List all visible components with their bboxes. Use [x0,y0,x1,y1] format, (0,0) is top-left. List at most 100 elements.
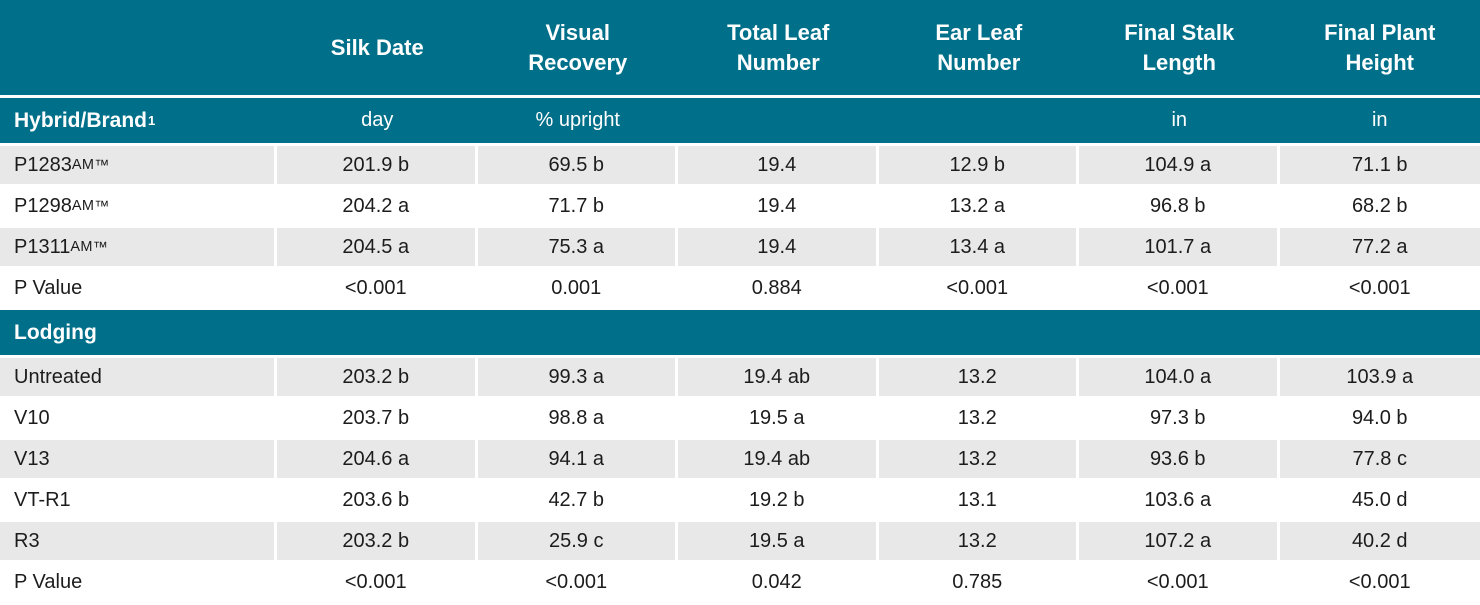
row-label: Untreated [0,358,277,396]
unit-label: in [1171,109,1188,131]
cell: 25.9 c [477,522,678,560]
cell: <0.001 [478,563,678,601]
row-label-text: Untreated [14,365,102,388]
row-label-smallcaps: AM [70,239,93,255]
cell: 19.4 [678,228,879,266]
cell: 107.2 a [1079,522,1280,560]
table-header-row: Silk Date Visual Recovery Total Leaf Num… [0,0,1480,95]
row-label: P Value [0,563,277,601]
cell: 45.0 d [1351,488,1408,511]
row-label-smallcaps: AM [71,198,95,214]
column-header-final-stalk-length: Final Stalk Length [1079,0,1280,95]
cell: 94.0 b [1351,406,1408,429]
cell: <0.001 [1079,269,1280,307]
column-header-label: Silk Date [330,34,424,60]
table-row: V13 204.6 a 94.1 a 19.4 ab 13.2 93.6 b 77.8 c [0,440,1480,481]
cell: 19.5 a [678,522,879,560]
cell: <0.001 [879,269,1079,307]
row-label-text: VT-R1 [14,488,71,511]
cell: 96.8 b [1079,187,1280,225]
unit-label: % upright [535,109,621,131]
cell: 0.001 [478,269,678,307]
row-label-text: P1298 [14,194,72,217]
row-label: P1298 AM ™ [0,187,277,225]
cell: 0.884 [678,269,879,307]
cell: 19.2 b [678,481,879,519]
cell: 13.2 [878,358,1079,396]
column-header-final-plant-height: Final Plant Height [1280,0,1480,95]
cell: 101.7 a [1079,228,1280,266]
trademark-symbol: ™ [94,197,110,215]
row-label-text: V10 [14,406,50,429]
cell: 19.4 ab [678,358,879,396]
cell: 71.7 b [478,187,678,225]
table-subheader-row: Hybrid/Brand 1 day % upright in in [0,98,1480,146]
column-header-total-leaf-number: Total Leaf Number [678,0,879,95]
column-header-ear-leaf-number: Ear Leaf Number [879,0,1080,95]
row-label-text: R3 [14,529,40,552]
column-header-visual-recovery: Visual Recovery [478,0,679,95]
cell: 19.4 ab [678,440,879,478]
cell: 0.785 [879,563,1079,601]
cell: 98.8 a [478,399,678,437]
row-label-text: P1311 [14,235,71,258]
column-header-silk-date: Silk Date [277,0,478,95]
cell: 203.7 b [277,399,478,437]
cell: 203.2 b [277,358,478,396]
cell: <0.001 [277,269,478,307]
cell: 99.3 a [477,358,678,396]
cell: 13.2 a [879,187,1079,225]
cell: 69.5 b [477,146,678,184]
cell: 19.5 a [678,399,879,437]
footnote-marker: 1 [148,113,156,128]
cell: 13.2 [878,522,1079,560]
row-label-smallcaps: AM [71,157,95,173]
row-label: R3 [0,522,277,560]
cell: 71.1 b [1279,146,1480,184]
cell: <0.001 [1348,570,1411,593]
table-row: P1311 AM ™ 204.5 a 75.3 a 19.4 13.4 a 101.7 a 77… [0,228,1480,269]
table-row: R3 203.2 b 25.9 c 19.5 a 13.2 107.2 a 40.2 d [0,522,1480,563]
cell: 19.4 [678,187,879,225]
row-label: VT-R1 [0,481,277,519]
row-label: P1311 AM ™ [0,228,277,266]
cell: 203.2 b [277,522,478,560]
cell: 204.6 a [277,440,478,478]
table-row: V10 203.7 b 98.8 a 19.5 a 13.2 97.3 b 94.0 b [0,399,1480,440]
corner-cell [0,0,277,95]
cell: 0.042 [678,563,879,601]
column-header-label: Total Leaf Number [727,20,830,75]
table-row: Untreated 203.2 b 99.3 a 19.4 ab 13.2 104.0 a… [0,358,1480,399]
cell: 204.5 a [277,228,478,266]
column-header-label: Visual Recovery [528,20,628,75]
cell: 40.2 d [1279,522,1480,560]
table-body: P1283 AM ™ 201.9 b 69.5 b 19.4 12.9 b 104.9 a 71… [0,146,1480,604]
table-row: VT-R1 203.6 b 42.7 b 19.2 b 13.1 103.6 a 45.0 … [0,481,1480,522]
cell: <0.001 [277,563,478,601]
cell: 104.0 a [1079,358,1280,396]
cell: 204.2 a [277,187,478,225]
trademark-symbol: ™ [92,238,108,256]
cell: <0.001 [1079,563,1280,601]
column-header-label: Final Stalk Length [1124,20,1235,75]
unit-label: in [1371,109,1388,131]
row-group-header-hybrid-brand: Hybrid/Brand 1 [0,98,277,143]
table-row: P Value <0.001 <0.001 0.042 0.785 <0.001 <0.00… [0,563,1480,604]
column-header-label: Ear Leaf Number [935,20,1023,75]
row-label-text: V13 [14,447,50,470]
header-divider [0,95,1480,98]
cell: 12.9 b [878,146,1079,184]
row-label-text: P Value [14,570,83,593]
row-group-header-label: Hybrid/Brand [14,108,148,132]
cell: 203.6 b [277,481,478,519]
cell: 94.1 a [477,440,678,478]
cell: 13.2 [878,440,1079,478]
row-label-text: P1283 [14,153,72,176]
cell: 103.9 a [1279,358,1480,396]
cell: 68.2 b [1351,194,1408,217]
cell: 77.2 a [1279,228,1480,266]
unit-label [678,98,879,143]
cell: 93.6 b [1079,440,1280,478]
cell: 75.3 a [477,228,678,266]
